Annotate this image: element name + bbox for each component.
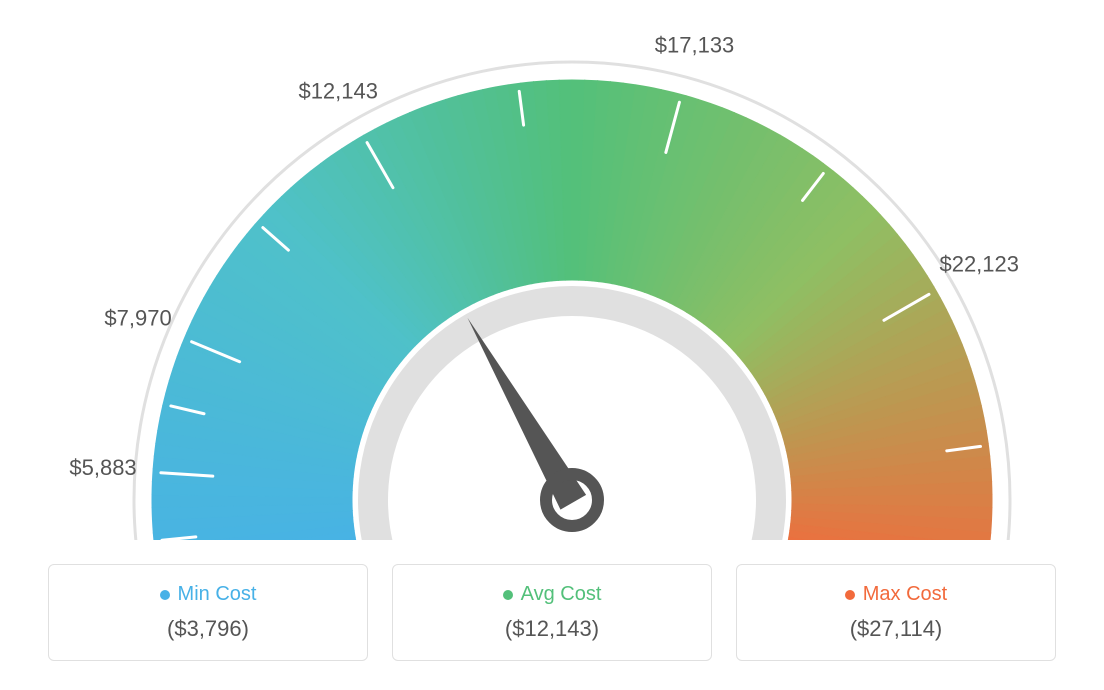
gauge-svg: $3,796$5,883$7,970$12,143$17,133$22,123$… [20, 20, 1084, 540]
gauge-needle [468, 318, 587, 510]
legend-value-avg: ($12,143) [417, 616, 687, 642]
tick-label: $12,143 [298, 78, 378, 103]
legend-title-text-min: Min Cost [178, 583, 257, 606]
legend-card-avg: Avg Cost ($12,143) [392, 564, 712, 661]
legend-title-text-avg: Avg Cost [521, 583, 602, 606]
legend-title-min: Min Cost [160, 583, 257, 606]
cost-gauge-chart: $3,796$5,883$7,970$12,143$17,133$22,123$… [20, 20, 1084, 540]
tick-label: $17,133 [655, 32, 735, 57]
dot-min [160, 590, 170, 600]
legend-row: Min Cost ($3,796) Avg Cost ($12,143) Max… [20, 564, 1084, 661]
legend-value-min: ($3,796) [73, 616, 343, 642]
legend-title-avg: Avg Cost [503, 583, 602, 606]
dot-max [845, 590, 855, 600]
tick-label: $5,883 [69, 455, 136, 480]
tick-label: $22,123 [939, 251, 1019, 276]
tick-label: $7,970 [104, 305, 171, 330]
legend-title-max: Max Cost [845, 583, 947, 606]
dot-avg [503, 590, 513, 600]
legend-card-max: Max Cost ($27,114) [736, 564, 1056, 661]
legend-card-min: Min Cost ($3,796) [48, 564, 368, 661]
legend-value-max: ($27,114) [761, 616, 1031, 642]
legend-title-text-max: Max Cost [863, 583, 947, 606]
